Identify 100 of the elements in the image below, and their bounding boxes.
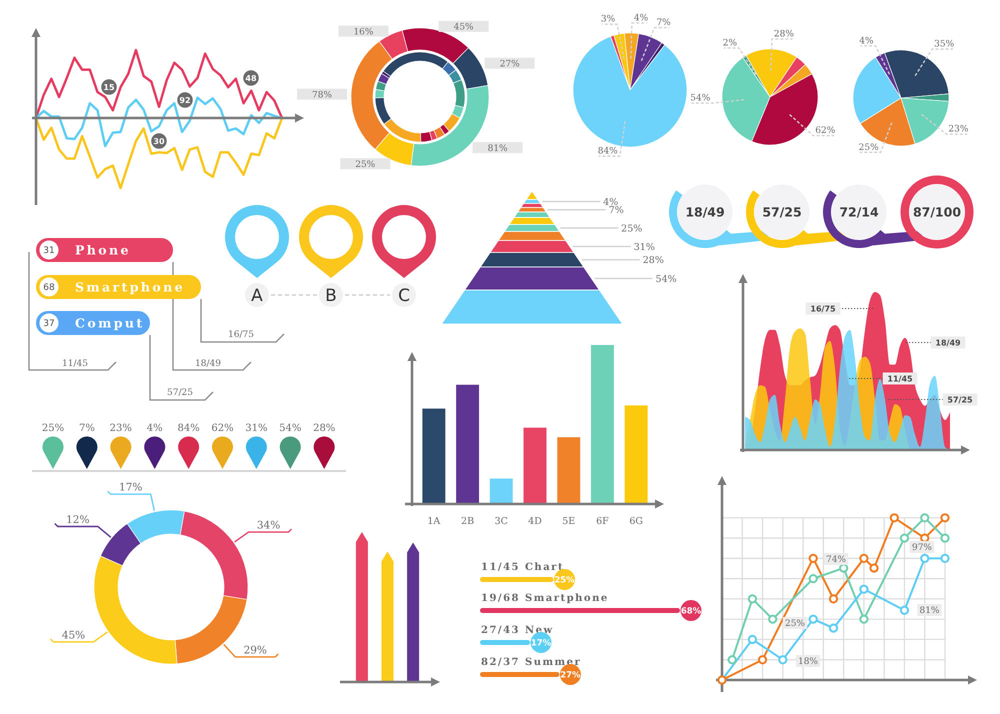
data-label: 78% <box>312 90 332 100</box>
point <box>900 606 910 615</box>
text: 7% <box>78 423 95 434</box>
annotation: 18/49 <box>935 338 962 348</box>
x-tick-label: 3C <box>494 516 508 527</box>
point <box>940 513 950 522</box>
x-tick-label: 6G <box>629 516 643 527</box>
annotation: 57/25 <box>947 396 974 405</box>
bar <box>480 640 530 645</box>
point <box>890 513 899 522</box>
data-label: 81% <box>488 144 508 154</box>
data-label: 7% <box>656 18 672 28</box>
data-label: 25% <box>355 160 376 170</box>
point <box>808 614 818 624</box>
bar <box>456 384 480 504</box>
point <box>920 513 930 522</box>
annotation: 15 <box>103 83 115 92</box>
x-tick-label: 2B <box>461 516 474 527</box>
text: 54% <box>279 423 302 434</box>
x-tick-label: 6F <box>596 516 610 527</box>
data-label: 35% <box>934 40 955 50</box>
data-label: 25% <box>554 576 576 586</box>
point <box>869 563 879 573</box>
x-tick-label: 5E <box>562 516 576 527</box>
bar <box>557 437 580 504</box>
bar <box>480 608 680 613</box>
data-label: 25% <box>858 142 880 153</box>
data-label: 45% <box>454 22 474 33</box>
data-label: 27% <box>500 59 520 70</box>
data-label: 17% <box>119 482 142 494</box>
data-label: 17% <box>530 638 552 649</box>
y-tick-label: 19/68 Smartphone <box>481 593 609 604</box>
category-label: A <box>251 286 264 306</box>
category-label: 87/100 <box>912 204 962 220</box>
bar <box>422 408 446 504</box>
data-label: 37 <box>43 319 55 330</box>
data-label: 2% <box>722 38 738 48</box>
annotation: 11/45 <box>887 374 914 384</box>
text: 84% <box>177 423 200 434</box>
text: 31% <box>634 242 655 253</box>
x-tick-label: 1A <box>427 516 440 527</box>
category-label: Comput <box>75 316 145 330</box>
text: 25% <box>621 223 642 234</box>
annotation: 30 <box>153 137 165 146</box>
bar <box>490 478 513 504</box>
text: 57/25 <box>167 388 194 398</box>
data-label: 62% <box>815 126 836 136</box>
bar <box>590 345 614 504</box>
point <box>940 554 950 563</box>
text: 28% <box>642 255 664 266</box>
annotation: 92 <box>179 96 191 105</box>
data-label: 16% <box>353 27 374 38</box>
text: 28% <box>313 423 336 434</box>
y-tick-label: 27/43 New <box>481 625 554 636</box>
donut-slice <box>434 126 446 139</box>
category-label: B <box>325 286 337 306</box>
annotation: 16/75 <box>810 304 836 314</box>
category-label: Smartphone <box>75 280 185 294</box>
text: 11/45 <box>62 359 88 369</box>
y-tick-label: 11/45 Chart <box>481 562 564 573</box>
category-label: C <box>398 286 410 306</box>
text: 7% <box>608 205 624 216</box>
text: 54% <box>656 274 677 285</box>
bar <box>480 672 560 677</box>
category-label: Phone <box>75 242 131 258</box>
bar <box>624 405 648 504</box>
text: 25% <box>42 423 64 434</box>
point <box>920 554 930 563</box>
point <box>748 634 758 644</box>
data-label: 4% <box>859 36 874 46</box>
data-label: 12% <box>66 514 90 526</box>
annotation: 48 <box>245 74 257 83</box>
data-label: 4% <box>634 14 649 24</box>
x-tick-label: 4D <box>528 516 542 527</box>
bar <box>524 428 546 504</box>
point <box>859 584 869 594</box>
data-label: 23% <box>948 124 969 135</box>
point <box>940 533 950 543</box>
data-label: 84% <box>598 146 618 157</box>
point <box>768 614 778 624</box>
data-label: 28% <box>774 30 794 40</box>
data-label: 68 <box>43 283 55 294</box>
text: 62% <box>211 423 234 434</box>
data-label: 54% <box>690 94 711 104</box>
category-label: 18/49 <box>685 204 725 220</box>
data-label: 3% <box>600 14 616 25</box>
text: 23% <box>110 423 132 434</box>
pie-slice <box>572 36 688 148</box>
category-label: 57/25 <box>762 204 802 220</box>
text: 18/49 <box>195 359 222 369</box>
text: 31% <box>245 423 268 434</box>
data-label: 29% <box>244 644 267 656</box>
data-label: 34% <box>256 520 280 532</box>
y-tick-label: 82/37 Summer <box>481 657 582 668</box>
data-label: 31 <box>43 246 55 256</box>
point <box>900 533 910 543</box>
point <box>828 623 838 633</box>
category-label: 72/14 <box>839 204 879 220</box>
point <box>728 655 737 664</box>
point <box>748 594 758 604</box>
